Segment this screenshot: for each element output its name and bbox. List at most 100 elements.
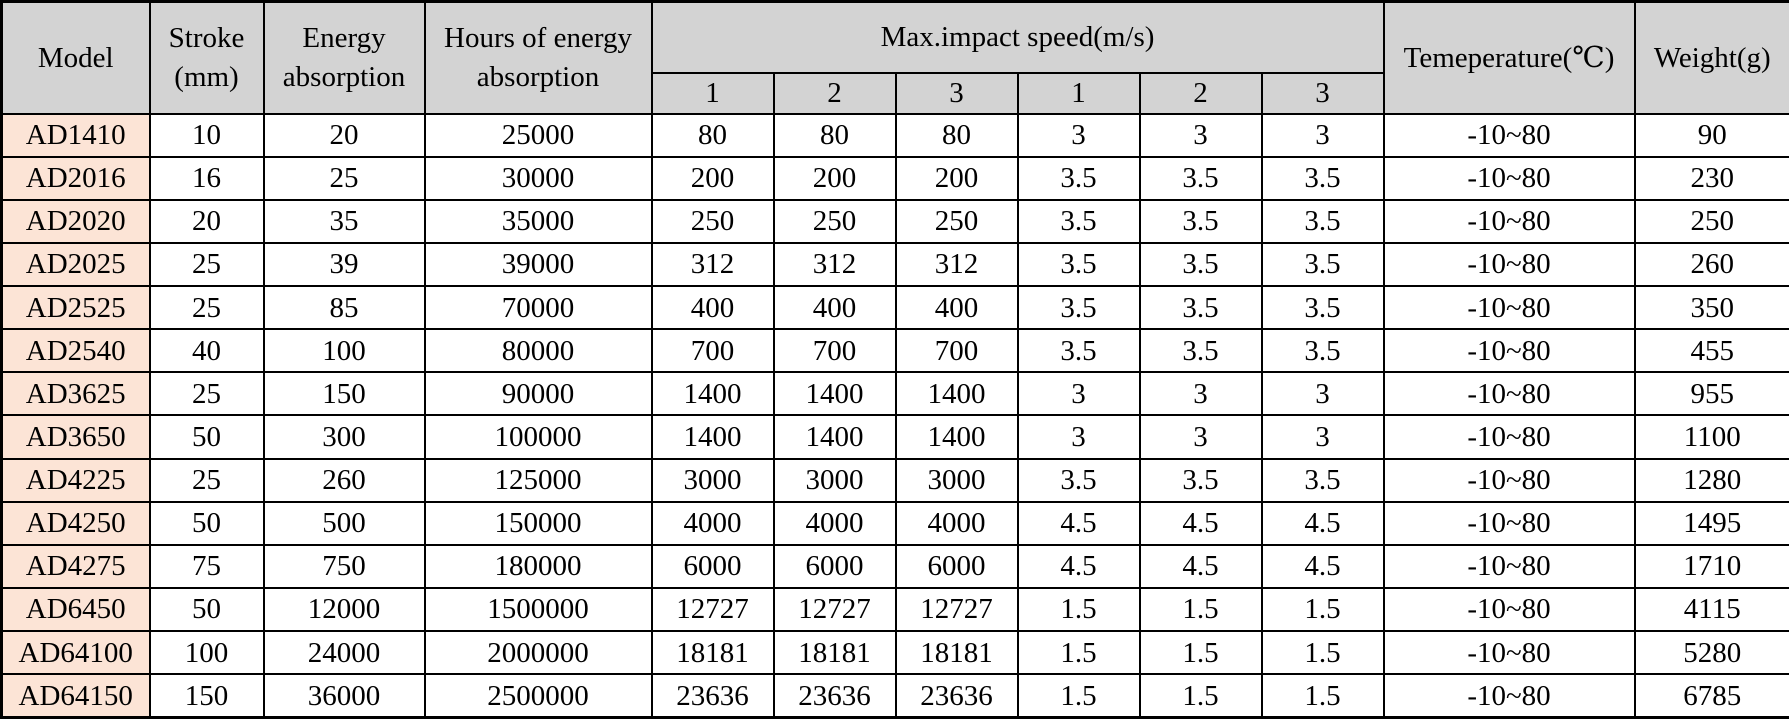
speed-cell-2: 200 bbox=[772, 155, 897, 201]
speed-cell-4: 3.5 bbox=[1016, 198, 1141, 244]
hours-cell: 90000 bbox=[423, 371, 653, 417]
hours-cell: 70000 bbox=[423, 285, 653, 331]
speed-cell-6: 4.5 bbox=[1260, 500, 1385, 546]
weight-cell: 230 bbox=[1633, 155, 1789, 201]
speed-cell-3: 18181 bbox=[894, 630, 1019, 676]
speed-cell-5: 4.5 bbox=[1138, 500, 1263, 546]
table-row: AD1410 10 20 25000 80 80 80 3 3 3 -10~80… bbox=[0, 112, 1789, 158]
speed-cell-2: 4000 bbox=[772, 500, 897, 546]
speed-cell-3: 3000 bbox=[894, 457, 1019, 503]
table-row: AD2016 16 25 30000 200 200 200 3.5 3.5 3… bbox=[0, 155, 1789, 201]
header-row-main: Model Stroke (mm) Energy absorption Hour… bbox=[0, 0, 1789, 115]
speed-cell-6: 1.5 bbox=[1260, 673, 1385, 719]
energy-absorption-cell: 39 bbox=[262, 241, 426, 288]
speed-cell-4: 3 bbox=[1016, 371, 1141, 417]
subheader-speed-5: 2 bbox=[1138, 71, 1263, 115]
speed-cell-1: 700 bbox=[650, 328, 775, 374]
weight-cell: 250 bbox=[1633, 198, 1789, 244]
speed-cell-4: 3.5 bbox=[1016, 241, 1141, 288]
model-cell: AD3650 bbox=[0, 414, 151, 460]
speed-cell-2: 250 bbox=[772, 198, 897, 244]
speed-cell-4: 1.5 bbox=[1016, 673, 1141, 719]
table-row: AD2525 25 85 70000 400 400 400 3.5 3.5 3… bbox=[0, 285, 1789, 331]
temperature-cell: -10~80 bbox=[1382, 371, 1636, 417]
stroke-cell: 25 bbox=[148, 241, 265, 288]
table-row: AD64100 100 24000 2000000 18181 18181 18… bbox=[0, 630, 1789, 676]
energy-absorption-cell: 36000 bbox=[262, 673, 426, 719]
subheader-speed-2: 2 bbox=[772, 71, 897, 115]
hours-cell: 35000 bbox=[423, 198, 653, 244]
speed-cell-2: 3000 bbox=[772, 457, 897, 503]
energy-absorption-cell: 750 bbox=[262, 543, 426, 590]
speed-cell-2: 1400 bbox=[772, 371, 897, 417]
speed-cell-6: 1.5 bbox=[1260, 630, 1385, 676]
subheader-speed-6: 3 bbox=[1260, 71, 1385, 115]
speed-cell-4: 3.5 bbox=[1016, 457, 1141, 503]
temperature-cell: -10~80 bbox=[1382, 457, 1636, 503]
stroke-cell: 100 bbox=[148, 630, 265, 676]
model-cell: AD4225 bbox=[0, 457, 151, 503]
hours-cell: 125000 bbox=[423, 457, 653, 503]
speed-cell-6: 3.5 bbox=[1260, 457, 1385, 503]
speed-cell-3: 4000 bbox=[894, 500, 1019, 546]
speed-cell-5: 1.5 bbox=[1138, 673, 1263, 719]
stroke-cell: 75 bbox=[148, 543, 265, 590]
weight-cell: 90 bbox=[1633, 112, 1789, 158]
subheader-speed-1: 1 bbox=[650, 71, 775, 115]
hours-cell: 30000 bbox=[423, 155, 653, 201]
temperature-cell: -10~80 bbox=[1382, 543, 1636, 590]
energy-absorption-cell: 260 bbox=[262, 457, 426, 503]
speed-cell-6: 3.5 bbox=[1260, 155, 1385, 201]
speed-cell-1: 1400 bbox=[650, 371, 775, 417]
weight-cell: 6785 bbox=[1633, 673, 1789, 719]
speed-cell-4: 4.5 bbox=[1016, 500, 1141, 546]
temperature-cell: -10~80 bbox=[1382, 414, 1636, 460]
table-row: AD4225 25 260 125000 3000 3000 3000 3.5 … bbox=[0, 457, 1789, 503]
table-row: AD4275 75 750 180000 6000 6000 6000 4.5 … bbox=[0, 543, 1789, 590]
speed-cell-1: 18181 bbox=[650, 630, 775, 676]
speed-cell-5: 1.5 bbox=[1138, 587, 1263, 633]
weight-cell: 1495 bbox=[1633, 500, 1789, 546]
temperature-cell: -10~80 bbox=[1382, 587, 1636, 633]
temperature-cell: -10~80 bbox=[1382, 112, 1636, 158]
weight-cell: 955 bbox=[1633, 371, 1789, 417]
speed-cell-3: 200 bbox=[894, 155, 1019, 201]
speed-cell-2: 6000 bbox=[772, 543, 897, 590]
header-model: Model bbox=[0, 0, 151, 115]
speed-cell-3: 700 bbox=[894, 328, 1019, 374]
weight-cell: 4115 bbox=[1633, 587, 1789, 633]
model-cell: AD64150 bbox=[0, 673, 151, 719]
speed-cell-3: 250 bbox=[894, 198, 1019, 244]
speed-cell-1: 250 bbox=[650, 198, 775, 244]
energy-absorption-cell: 12000 bbox=[262, 587, 426, 633]
speed-cell-6: 3 bbox=[1260, 112, 1385, 158]
hours-cell: 2500000 bbox=[423, 673, 653, 719]
model-cell: AD1410 bbox=[0, 112, 151, 158]
speed-cell-3: 312 bbox=[894, 241, 1019, 288]
speed-cell-3: 1400 bbox=[894, 371, 1019, 417]
table-row: AD64150 150 36000 2500000 23636 23636 23… bbox=[0, 673, 1789, 719]
table-row: AD3650 50 300 100000 1400 1400 1400 3 3 … bbox=[0, 414, 1789, 460]
speed-cell-5: 3.5 bbox=[1138, 241, 1263, 288]
table-row: AD2540 40 100 80000 700 700 700 3.5 3.5 … bbox=[0, 328, 1789, 374]
speed-cell-1: 80 bbox=[650, 112, 775, 158]
speed-cell-2: 400 bbox=[772, 285, 897, 331]
model-cell: AD2540 bbox=[0, 328, 151, 374]
model-cell: AD4250 bbox=[0, 500, 151, 546]
speed-cell-1: 3000 bbox=[650, 457, 775, 503]
speed-cell-4: 3.5 bbox=[1016, 285, 1141, 331]
temperature-cell: -10~80 bbox=[1382, 285, 1636, 331]
subheader-speed-4: 1 bbox=[1016, 71, 1141, 115]
speed-cell-4: 3.5 bbox=[1016, 155, 1141, 201]
hours-cell: 80000 bbox=[423, 328, 653, 374]
model-cell: AD6450 bbox=[0, 587, 151, 633]
energy-absorption-cell: 35 bbox=[262, 198, 426, 244]
table-row: AD2020 20 35 35000 250 250 250 3.5 3.5 3… bbox=[0, 198, 1789, 244]
table-row: AD4250 50 500 150000 4000 4000 4000 4.5 … bbox=[0, 500, 1789, 546]
model-cell: AD2016 bbox=[0, 155, 151, 201]
speed-cell-5: 3.5 bbox=[1138, 457, 1263, 503]
speed-cell-4: 3.5 bbox=[1016, 328, 1141, 374]
stroke-cell: 50 bbox=[148, 500, 265, 546]
model-cell: AD2020 bbox=[0, 198, 151, 244]
